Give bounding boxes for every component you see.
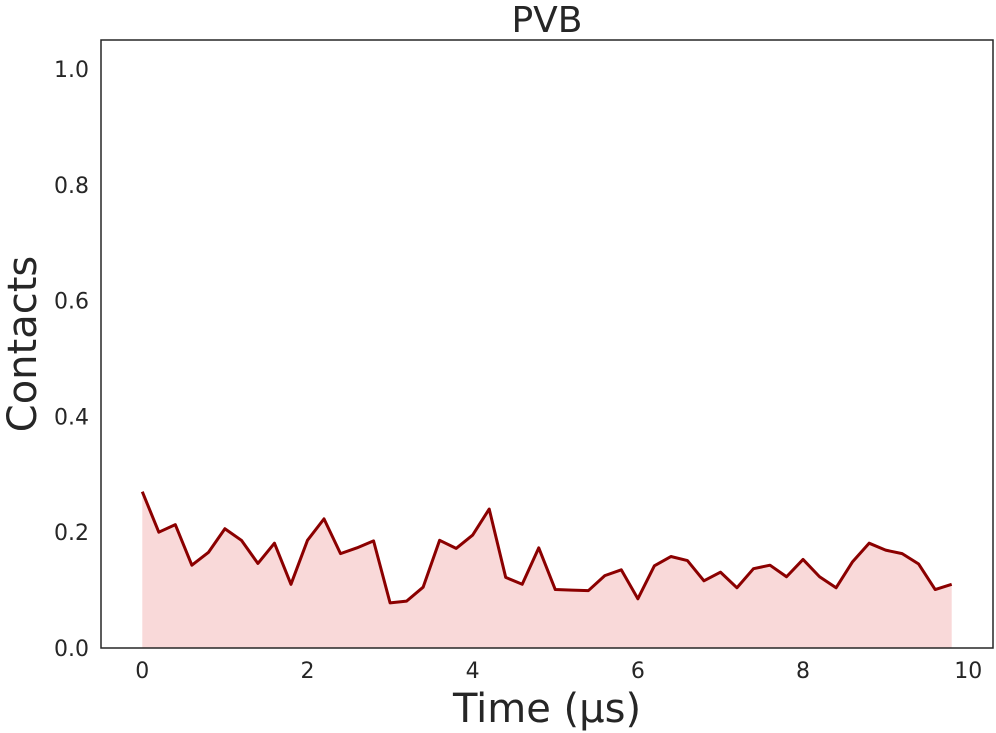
y-axis-title: Contacts [0, 256, 46, 432]
y-tick-label: 1.0 [54, 58, 89, 83]
x-tick-label: 8 [796, 659, 810, 684]
y-tick-label: 0.0 [54, 637, 89, 662]
x-axis-title: Time (µs) [452, 686, 641, 732]
x-tick-label: 6 [631, 659, 645, 684]
series-line-layer [140, 491, 953, 605]
x-tick-label: 0 [135, 659, 149, 684]
y-tick-label: 0.8 [54, 174, 89, 199]
x-tick-label: 2 [300, 659, 314, 684]
chart-title: PVB [511, 0, 582, 41]
y-axis-ticks: 0.0 0.2 0.4 0.6 0.8 1.0 [54, 58, 89, 662]
x-tick-label: 4 [466, 659, 480, 684]
plot-frame [100, 39, 994, 649]
x-axis-ticks: 0 2 4 6 8 10 [135, 659, 982, 684]
y-tick-label: 0.6 [54, 290, 89, 315]
series-line [140, 491, 953, 605]
x-tick-label: 10 [954, 659, 982, 684]
y-tick-label: 0.4 [54, 405, 89, 430]
y-tick-label: 0.2 [54, 521, 89, 546]
